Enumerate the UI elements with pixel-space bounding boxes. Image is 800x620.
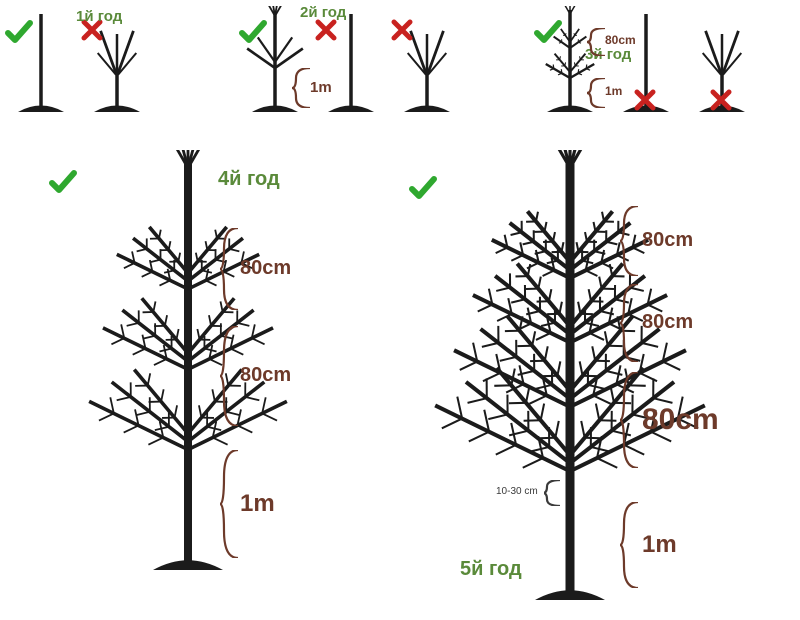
check-icon — [48, 168, 78, 196]
measure-label: 1m — [310, 79, 332, 96]
year-label: 1й год — [76, 8, 122, 25]
year-label: 2й год — [300, 4, 346, 21]
brace — [218, 228, 242, 310]
tree-y2-2 — [392, 6, 462, 118]
brace — [587, 28, 607, 56]
measure-label: 1m — [605, 84, 622, 98]
year-label: 4й год — [218, 168, 280, 191]
tree-y3-2 — [687, 6, 757, 118]
brace — [587, 78, 607, 108]
year-label: 5й год — [460, 558, 522, 581]
check-icon — [533, 18, 563, 46]
brace — [544, 480, 560, 506]
check-icon — [4, 18, 34, 46]
measure-label: 10-30 cm — [496, 486, 538, 497]
brace — [618, 284, 644, 362]
brace — [618, 372, 644, 468]
tree-y2-1 — [316, 6, 386, 118]
measure-label: 1m — [642, 531, 677, 559]
tree-y1-0 — [6, 6, 76, 118]
check-icon — [238, 18, 268, 46]
measure-label: 80cm — [240, 364, 291, 387]
brace — [618, 206, 644, 276]
check-icon — [408, 174, 438, 202]
measure-label: 80cm — [240, 257, 291, 280]
brace — [218, 450, 242, 558]
brace — [218, 326, 242, 426]
cross-icon — [314, 18, 338, 42]
measure-label: 80cm — [642, 403, 719, 437]
cross-icon — [709, 88, 733, 112]
brace — [618, 502, 644, 588]
measure-label: 80cm — [642, 229, 693, 252]
cross-icon — [633, 88, 657, 112]
brace — [292, 68, 312, 108]
cross-icon — [390, 18, 414, 42]
measure-label: 80cm — [605, 33, 636, 47]
tree-year5 — [400, 150, 740, 610]
measure-label: 80cm — [642, 311, 693, 334]
measure-label: 1m — [240, 490, 275, 518]
